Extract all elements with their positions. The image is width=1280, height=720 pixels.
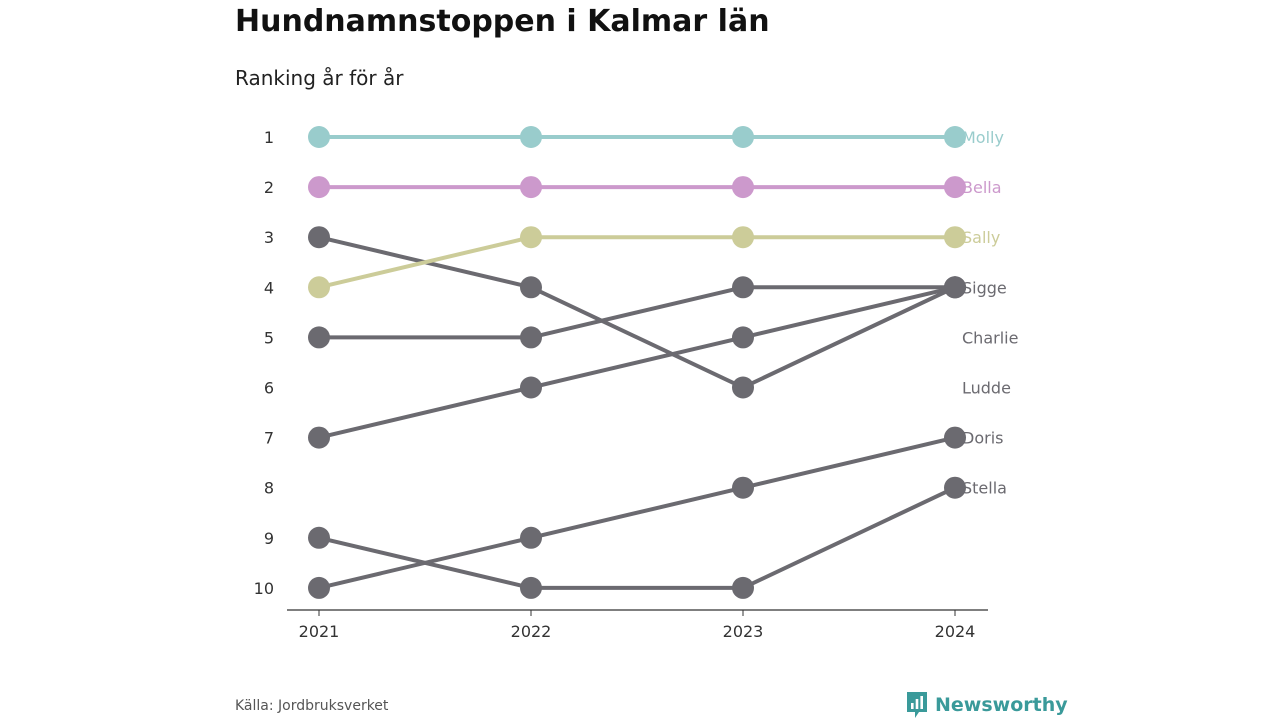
data-point <box>308 426 330 449</box>
x-tick-label: 2024 <box>935 622 976 641</box>
source-note: Källa: Jordbruksverket <box>235 698 389 714</box>
data-point <box>520 376 542 399</box>
data-point <box>308 526 330 549</box>
data-point <box>944 476 966 499</box>
x-tick-label: 2021 <box>299 622 340 641</box>
series-label: Sigge <box>962 278 1007 297</box>
series-line <box>317 485 957 590</box>
y-tick-label: 6 <box>264 379 274 398</box>
data-point <box>944 426 966 449</box>
data-point <box>732 176 754 199</box>
y-tick-label: 10 <box>254 579 274 598</box>
data-point <box>732 226 754 249</box>
data-point <box>308 126 330 148</box>
data-point <box>308 326 330 349</box>
y-tick-label: 8 <box>264 479 274 498</box>
data-point <box>944 226 966 249</box>
series-label: Molly <box>962 128 1004 147</box>
y-tick-label: 9 <box>264 529 274 548</box>
data-point <box>732 126 754 148</box>
series-label: Ludde <box>962 379 1011 398</box>
y-tick-label: 7 <box>264 429 274 448</box>
series-lines <box>317 135 957 590</box>
data-point <box>944 126 966 148</box>
series-line <box>317 235 957 290</box>
series-labels: Molly Bella Sally Sigge Charlie Ludde Doris Ste… <box>962 128 1018 498</box>
x-tick-label: 2022 <box>511 622 552 641</box>
series-label: Doris <box>962 429 1003 448</box>
data-point <box>520 176 542 199</box>
data-point <box>732 576 754 599</box>
data-point <box>308 176 330 199</box>
series-label: Charlie <box>962 328 1018 347</box>
data-point <box>308 576 330 599</box>
data-point <box>520 326 542 349</box>
data-point <box>944 176 966 199</box>
chart-subtitle: Ranking år för år <box>235 66 404 90</box>
y-tick-label: 1 <box>264 128 274 147</box>
data-point <box>308 276 330 299</box>
data-point <box>308 226 330 249</box>
x-tick-label: 2023 <box>723 622 764 641</box>
data-point <box>732 376 754 399</box>
data-point <box>520 576 542 599</box>
chart-title: Hundnamnstoppen i Kalmar län <box>235 4 770 39</box>
series-label: Bella <box>962 178 1002 197</box>
brand-logo[interactable]: Newsworthy <box>905 690 1068 720</box>
data-point <box>944 276 966 299</box>
series-line <box>317 285 957 440</box>
data-point <box>732 326 754 349</box>
series-line <box>317 285 957 340</box>
data-point <box>732 476 754 499</box>
series-label: Stella <box>962 479 1007 498</box>
series-points <box>308 126 966 599</box>
brand-name: Newsworthy <box>935 694 1068 716</box>
y-tick-label: 4 <box>264 278 274 297</box>
data-point <box>520 126 542 148</box>
data-point <box>520 226 542 249</box>
series-label: Sally <box>962 228 1000 247</box>
y-tick-label: 2 <box>264 178 274 197</box>
y-tick-label: 5 <box>264 328 274 347</box>
axes: 2021 2022 2023 2024 1 2 3 4 5 6 7 8 9 10 <box>254 128 988 641</box>
newsworthy-logo-icon <box>907 692 927 718</box>
data-point <box>520 526 542 549</box>
data-point <box>732 276 754 299</box>
series-line <box>317 435 957 590</box>
data-point <box>520 276 542 299</box>
y-tick-label: 3 <box>264 228 274 247</box>
